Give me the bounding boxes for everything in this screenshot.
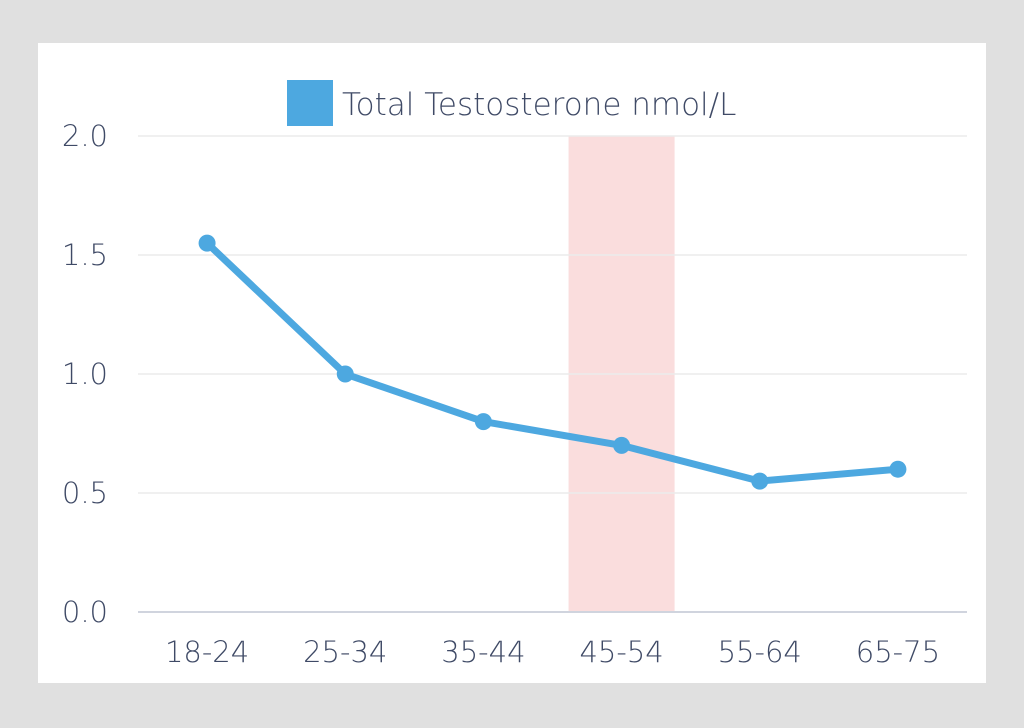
legend[interactable]: Total Testosterone nmol/L <box>287 80 736 126</box>
y-tick-label: 0.0 <box>62 595 108 629</box>
y-tick-label: 0.5 <box>62 476 108 510</box>
gridlines <box>138 135 967 613</box>
chart-card <box>38 43 986 683</box>
y-tick-label: 1.0 <box>62 357 108 391</box>
data-point[interactable] <box>889 460 907 478</box>
x-tick-label: 35-44 <box>441 635 525 669</box>
data-point[interactable] <box>198 234 216 252</box>
legend-swatch-icon <box>287 80 333 126</box>
x-tick-label: 45-54 <box>579 635 663 669</box>
data-point[interactable] <box>751 472 769 490</box>
series-line <box>203 239 902 485</box>
y-tick-label: 1.5 <box>62 238 108 272</box>
x-tick-label: 65-75 <box>856 635 940 669</box>
x-tick-label: 18-24 <box>165 635 249 669</box>
x-tick-label: 25-34 <box>303 635 387 669</box>
data-point[interactable] <box>474 413 492 431</box>
y-axis-ticks: 0.0 0.5 1.0 1.5 2.0 <box>62 119 108 629</box>
x-tick-label: 55-64 <box>718 635 802 669</box>
y-tick-label: 2.0 <box>62 119 108 153</box>
data-series <box>198 234 907 490</box>
legend-label: Total Testosterone nmol/L <box>342 87 736 123</box>
data-point[interactable] <box>336 365 354 383</box>
x-axis-ticks: 18-24 25-34 35-44 45-54 55-64 65-75 <box>165 635 940 669</box>
data-point[interactable] <box>613 436 631 454</box>
